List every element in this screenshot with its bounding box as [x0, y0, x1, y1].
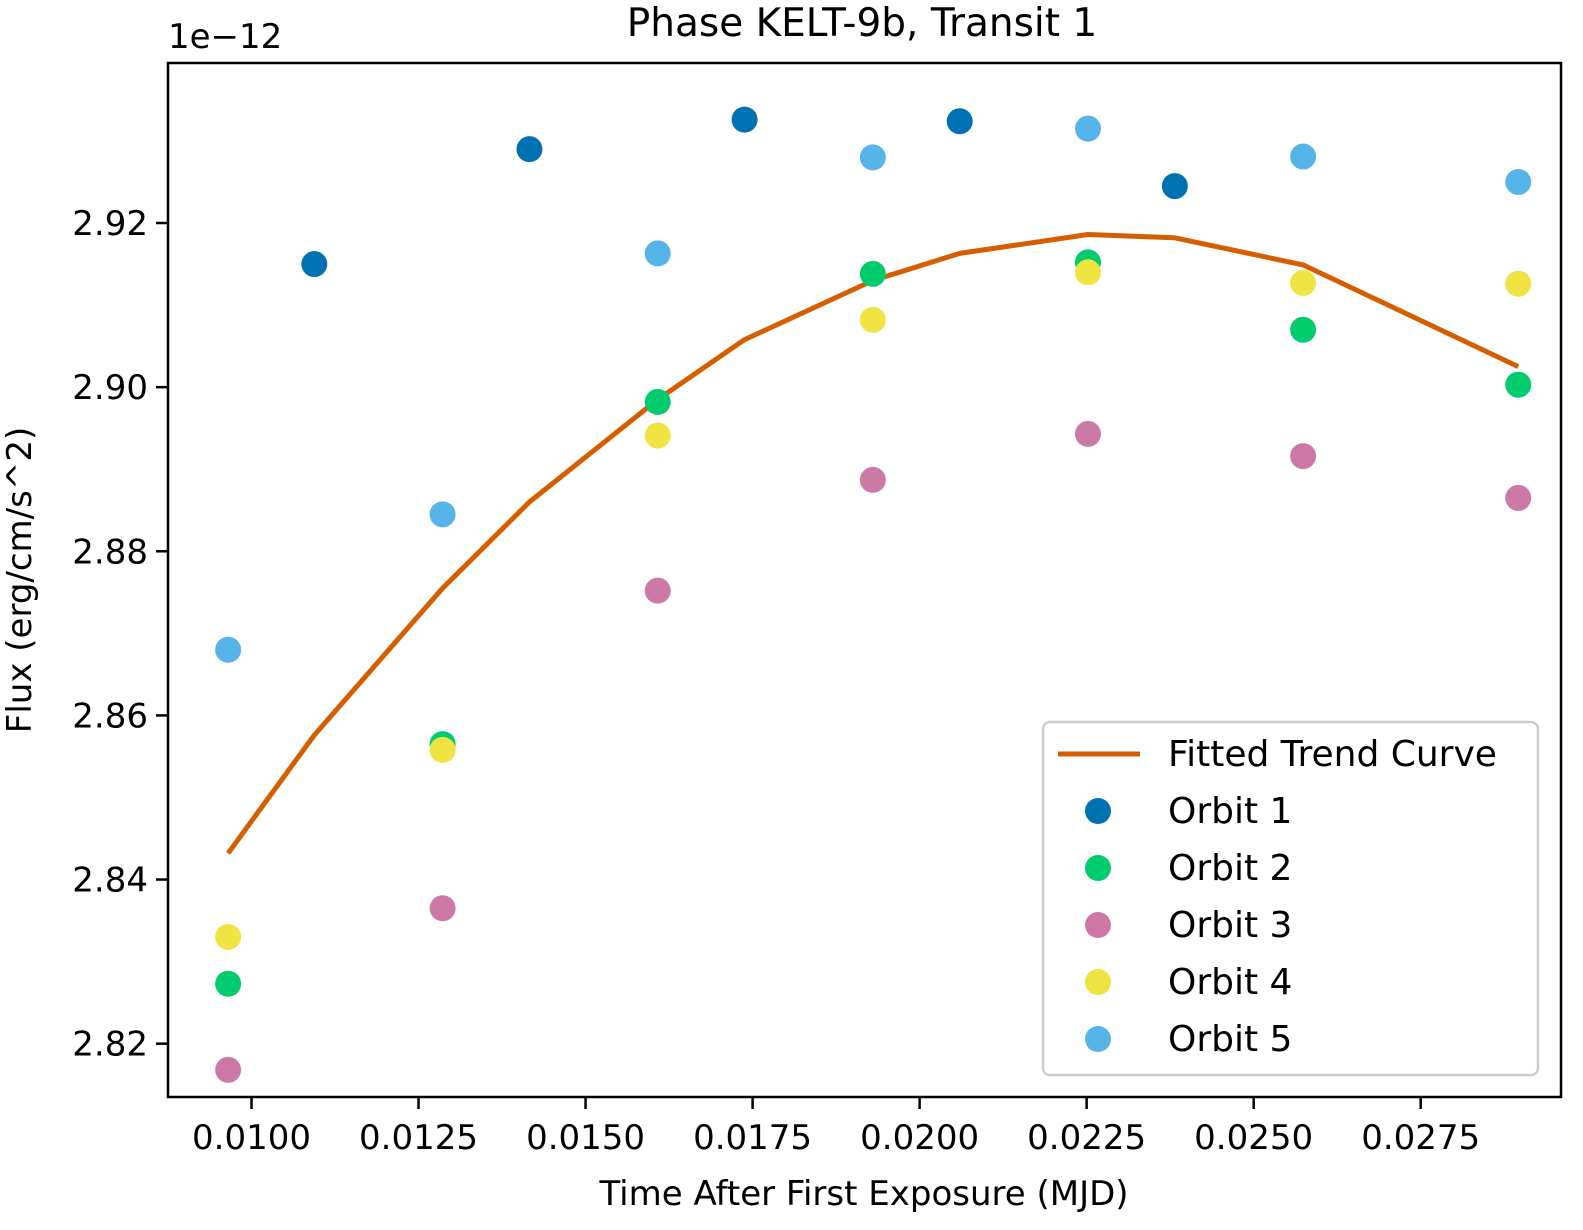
data-point-orbit-5	[215, 636, 242, 663]
x-tick-label: 0.0100	[192, 1118, 311, 1158]
data-point-orbit-3	[859, 466, 886, 493]
data-point-orbit-3	[429, 895, 456, 922]
data-point-orbit-4	[1290, 269, 1317, 296]
data-point-orbit-4	[859, 306, 886, 333]
data-point-orbit-4	[1505, 270, 1532, 297]
data-point-orbit-1	[1161, 173, 1188, 200]
data-point-orbit-3	[1074, 420, 1101, 447]
legend-swatch-orbit-1	[1085, 798, 1111, 824]
data-point-orbit-4	[644, 422, 671, 449]
data-point-orbit-3	[1505, 484, 1532, 511]
y-tick-label: 2.88	[72, 532, 148, 572]
x-tick-label: 0.0175	[693, 1118, 812, 1158]
legend-swatch-orbit-5	[1085, 1026, 1111, 1052]
x-tick-label: 0.0275	[1361, 1118, 1480, 1158]
x-tick-label: 0.0125	[359, 1118, 478, 1158]
y-tick-label: 2.86	[72, 696, 148, 736]
data-point-orbit-2	[1290, 316, 1317, 343]
trend-line	[226, 232, 1520, 855]
x-axis-label: Time After First Exposure (MJD)	[598, 1174, 1128, 1214]
data-point-orbit-4	[215, 923, 242, 950]
axes-ticks: 0.0100 0.0125 0.0150 0.0175 0.0200 0.0225 0.02…	[72, 204, 1480, 1158]
legend-label-orbit-4: Orbit 4	[1168, 962, 1292, 1003]
data-point-orbit-5	[859, 144, 886, 171]
chart-title: Phase KELT-9b, Transit 1	[627, 1, 1098, 46]
legend-swatch-orbit-3	[1085, 912, 1111, 938]
y-tick-label: 2.90	[72, 368, 148, 408]
legend-swatch-orbit-4	[1085, 969, 1111, 995]
data-point-orbit-2	[644, 388, 671, 415]
data-point-orbit-3	[644, 577, 671, 604]
x-tick-label: 0.0225	[1027, 1118, 1146, 1158]
data-point-orbit-1	[516, 136, 543, 163]
data-point-orbit-2	[859, 260, 886, 287]
data-point-orbit-1	[731, 106, 758, 133]
x-tick-label: 0.0250	[1194, 1118, 1313, 1158]
legend-label-orbit-5: Orbit 5	[1168, 1019, 1292, 1060]
data-point-orbit-5	[644, 240, 671, 267]
y-tick-label: 2.82	[72, 1025, 148, 1065]
legend: Fitted Trend Curve Orbit 1 Orbit 2 Orbit 3 O…	[1041, 720, 1540, 1077]
legend-box	[1041, 720, 1540, 1077]
legend-trend-label: Fitted Trend Curve	[1168, 734, 1497, 775]
y-offset-label: 1e−12	[168, 17, 282, 57]
legend-label-orbit-1: Orbit 1	[1168, 791, 1292, 832]
legend-label-orbit-2: Orbit 2	[1168, 848, 1292, 889]
data-point-orbit-2	[1505, 371, 1532, 398]
legend-swatch-orbit-2	[1085, 855, 1111, 881]
trend-layer	[226, 232, 1520, 855]
y-axis-label: Flux (erg/cm/s^2)	[0, 427, 40, 733]
y-tick-label: 2.84	[72, 861, 148, 901]
points-layer	[215, 106, 1532, 1083]
x-tick-label: 0.0200	[860, 1118, 979, 1158]
legend-label-orbit-3: Orbit 3	[1168, 905, 1292, 946]
data-point-orbit-1	[946, 108, 973, 135]
data-point-orbit-4	[429, 736, 456, 763]
data-point-orbit-3	[1290, 443, 1317, 470]
data-point-orbit-1	[301, 251, 328, 278]
data-point-orbit-3	[215, 1056, 242, 1083]
plot-frame	[166, 61, 1563, 1099]
data-point-orbit-5	[429, 501, 456, 528]
x-tick-label: 0.0150	[526, 1118, 645, 1158]
y-tick-label: 2.92	[72, 204, 148, 244]
data-point-orbit-4	[1074, 259, 1101, 286]
data-point-orbit-5	[1505, 168, 1532, 195]
data-point-orbit-5	[1074, 115, 1101, 142]
data-point-orbit-2	[215, 970, 242, 997]
data-point-orbit-5	[1290, 143, 1317, 170]
